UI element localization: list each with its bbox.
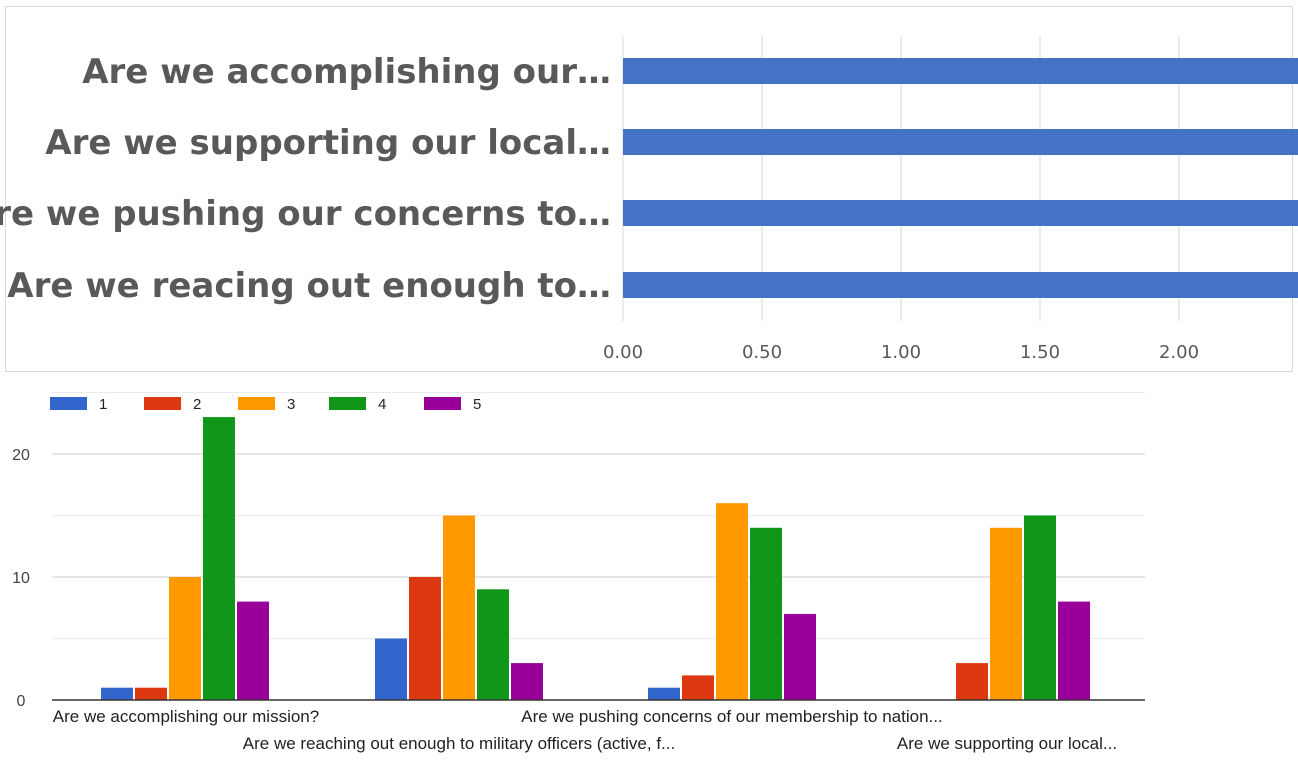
legend-label: 1 [99,396,107,413]
bar [623,129,1298,155]
bar [409,577,441,700]
bar [203,417,235,700]
category-label: Are we supporting our local… [45,123,611,163]
x-tick-label: 0.00 [603,342,643,363]
legend-swatch [144,397,181,410]
bar [623,58,1298,84]
bar [716,503,748,700]
y-tick-label: 10 [12,570,30,587]
bar [511,663,543,700]
bar [237,601,269,700]
bar [101,687,133,700]
bar [443,515,475,700]
bar [990,527,1022,700]
category-label: Are we accomplishing our… [82,52,611,92]
legend-swatch [424,397,461,410]
bar [477,589,509,700]
bar [1024,515,1056,700]
x-tick-label: 1.00 [881,342,921,363]
legend-swatch [238,397,275,410]
legend-label: 4 [378,396,386,413]
bar [169,577,201,700]
x-tick-label: 0.50 [742,342,782,363]
legend-swatch [50,397,87,410]
category-label: Are we reacing out enough to… [7,266,611,306]
legend-label: 3 [287,396,295,413]
category-label: Are we accomplishing our mission? [53,707,319,726]
bar [784,613,816,700]
bar [1058,601,1090,700]
bar [375,638,407,700]
bar [623,200,1298,226]
x-tick-label: 2.00 [1159,342,1199,363]
legend-swatch [329,397,366,410]
bar [135,687,167,700]
y-tick-label: 20 [12,447,30,464]
bar [956,663,988,700]
x-tick-label: 1.50 [1020,342,1060,363]
category-label: Are we pushing our concerns to… [0,194,611,234]
category-label: Are we supporting our local... [897,734,1117,753]
bar [682,675,714,700]
category-label: Are we reaching out enough to military o… [243,734,675,753]
category-label: Are we pushing concerns of our membershi… [521,707,942,726]
average-score-bar-chart: Are we accomplishing our… Are we supporti… [0,36,1298,363]
bar [648,687,680,700]
legend-label: 5 [473,396,481,413]
y-tick-label: 0 [17,693,26,710]
legend-label: 2 [193,396,201,413]
bar [623,272,1298,298]
bar [750,527,782,700]
